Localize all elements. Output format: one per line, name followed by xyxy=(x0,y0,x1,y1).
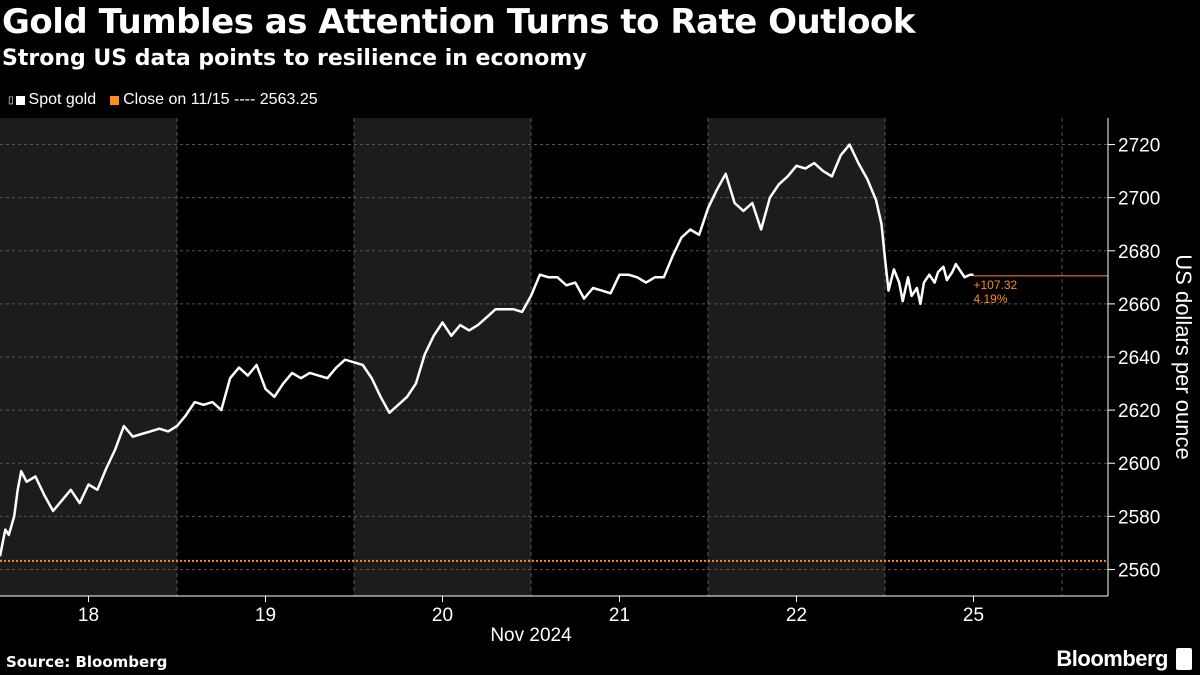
shaded-band-0 xyxy=(0,118,177,596)
series-line-spot-gold xyxy=(0,143,974,557)
legend-label-close: Close on 11/15 ---- 2563.25 xyxy=(123,91,318,108)
x-tick-label-25: 25 xyxy=(963,605,984,626)
y-tick-label-2620: 2620 xyxy=(1118,401,1160,422)
weekend-bands xyxy=(0,118,885,596)
legend: ▯ Spot gold Close on 11/15 ---- 2563.25 xyxy=(8,91,332,109)
x-tick-label-21: 21 xyxy=(609,605,630,626)
legend-item-close: Close on 11/15 ---- 2563.25 xyxy=(110,91,318,109)
legend-label-spot: Spot gold xyxy=(28,91,97,108)
bloomberg-terminal-icon xyxy=(1176,648,1192,670)
y-tick-label-2680: 2680 xyxy=(1118,242,1160,263)
legend-swatch-spot xyxy=(15,95,25,105)
y-tick-label-2640: 2640 xyxy=(1118,348,1160,369)
y-ticks: 2560 2580 2600 2620 2640 2660 2680 2700 2720 xyxy=(1108,136,1160,581)
legend-item-spot-gold: ▯ Spot gold xyxy=(8,91,96,109)
y-tick-label-2720: 2720 xyxy=(1118,136,1160,157)
day-gridlines xyxy=(176,118,1063,596)
x-axis-label: Nov 2024 xyxy=(490,625,572,646)
x-ticks: 18 19 20 21 22 25 xyxy=(78,596,984,626)
y-tick-label-2700: 2700 xyxy=(1118,189,1160,210)
candle-icon: ▯ xyxy=(8,94,14,106)
y-tick-label-2660: 2660 xyxy=(1118,295,1160,316)
annotation-pct: 4.19% xyxy=(974,292,1008,306)
grid-lines xyxy=(0,144,1108,570)
y-tick-label-2600: 2600 xyxy=(1118,454,1160,475)
x-tick-label-22: 22 xyxy=(786,605,807,626)
x-tick-label-20: 20 xyxy=(432,605,453,626)
brand-wordmark: Bloomberg xyxy=(1056,646,1168,671)
x-tick-label-18: 18 xyxy=(78,605,99,626)
shaded-band-1 xyxy=(354,118,531,596)
legend-swatch-close xyxy=(110,95,120,105)
x-tick-label-19: 19 xyxy=(255,605,276,626)
chart-subtitle: Strong US data points to resilience in e… xyxy=(2,46,587,71)
chart-title: Gold Tumbles as Attention Turns to Rate … xyxy=(2,2,916,42)
shaded-band-2 xyxy=(708,118,885,596)
source-note: Source: Bloomberg xyxy=(6,653,168,671)
y-axis-label: US dollars per ounce xyxy=(1171,254,1196,459)
y-tick-label-2580: 2580 xyxy=(1118,507,1160,528)
y-tick-label-2560: 2560 xyxy=(1118,560,1160,581)
annotation-change: +107.32 xyxy=(974,278,1018,292)
brand-logo: Bloomberg xyxy=(1056,646,1192,672)
